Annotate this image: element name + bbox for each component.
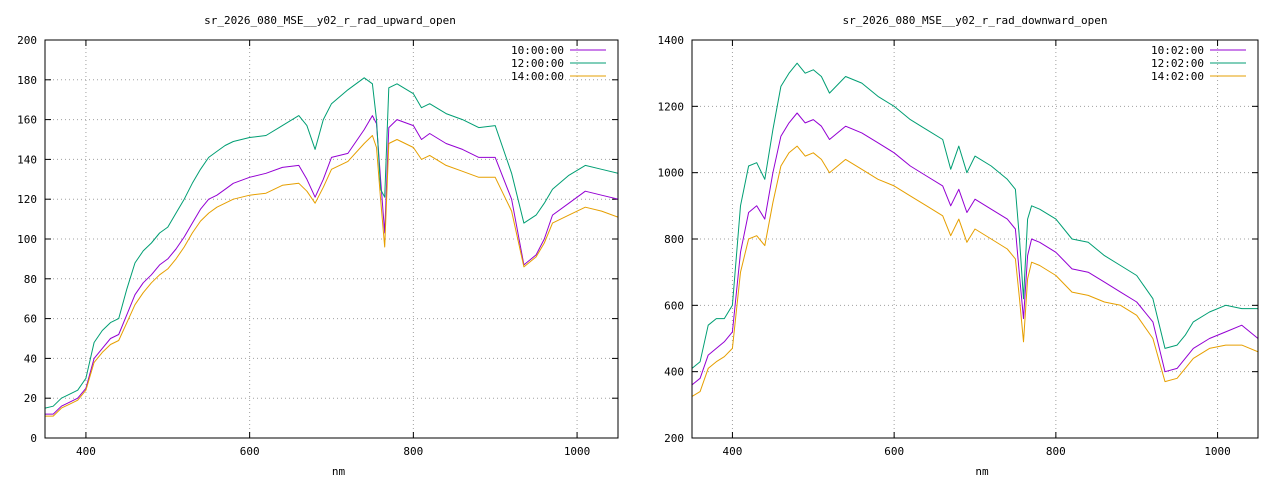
y-tick-label: 140 (17, 153, 37, 166)
x-tick-label: 1000 (1204, 445, 1231, 458)
y-tick-label: 80 (24, 273, 37, 286)
y-tick-label: 100 (17, 233, 37, 246)
y-tick-label: 200 (664, 432, 684, 445)
series-line-10:00:00 (45, 115, 618, 415)
y-tick-label: 1400 (658, 34, 685, 47)
y-tick-label: 60 (24, 313, 37, 326)
x-axis-label: nm (975, 465, 989, 478)
y-tick-label: 1200 (658, 100, 685, 113)
y-tick-label: 1000 (658, 167, 685, 180)
x-tick-label: 1000 (564, 445, 591, 458)
y-tick-label: 800 (664, 233, 684, 246)
y-tick-label: 20 (24, 392, 37, 405)
legend-entry-label: 10:02:00 (1151, 44, 1204, 57)
series-group (692, 62, 1258, 397)
x-axis-label: nm (332, 465, 346, 478)
y-tick-label: 200 (17, 34, 37, 47)
legend-entry-label: 12:02:00 (1151, 57, 1204, 70)
y-tick-label: 160 (17, 114, 37, 127)
chart-title: sr_2026_080_MSE__y02_r_rad_downward_open (843, 14, 1108, 27)
y-tick-label: 0 (30, 432, 37, 445)
plot-frame (44, 39, 619, 439)
x-tick-label: 400 (722, 445, 742, 458)
series-group (45, 77, 618, 417)
x-tick-label: 400 (76, 445, 96, 458)
y-tick-label: 180 (17, 74, 37, 87)
x-tick-label: 600 (240, 445, 260, 458)
series-line-14:00:00 (45, 135, 618, 417)
y-tick-label: 40 (24, 352, 37, 365)
series-line-12:00:00 (45, 77, 618, 409)
legend-entry-label: 10:00:00 (511, 44, 564, 57)
series-line-10:02:00 (692, 112, 1258, 386)
x-tick-label: 800 (403, 445, 423, 458)
chart-2: sr_2026_080_MSE__y02_r_rad_downward_open… (658, 14, 1259, 478)
plot-frame (691, 39, 1259, 439)
chart-1: sr_2026_080_MSE__y02_r_rad_upward_open 0 2… (17, 14, 619, 478)
series-line-14:02:00 (692, 145, 1258, 397)
y-tick-label: 600 (664, 299, 684, 312)
legend-entry-label: 14:00:00 (511, 70, 564, 83)
y-tick-label: 120 (17, 193, 37, 206)
legend-entry-label: 14:02:00 (1151, 70, 1204, 83)
x-tick-label: 600 (884, 445, 904, 458)
y-tick-label: 400 (664, 366, 684, 379)
legend-entry-label: 12:00:00 (511, 57, 564, 70)
x-tick-label: 800 (1046, 445, 1066, 458)
chart-title: sr_2026_080_MSE__y02_r_rad_upward_open (204, 14, 456, 27)
series-line-12:02:00 (692, 62, 1258, 369)
